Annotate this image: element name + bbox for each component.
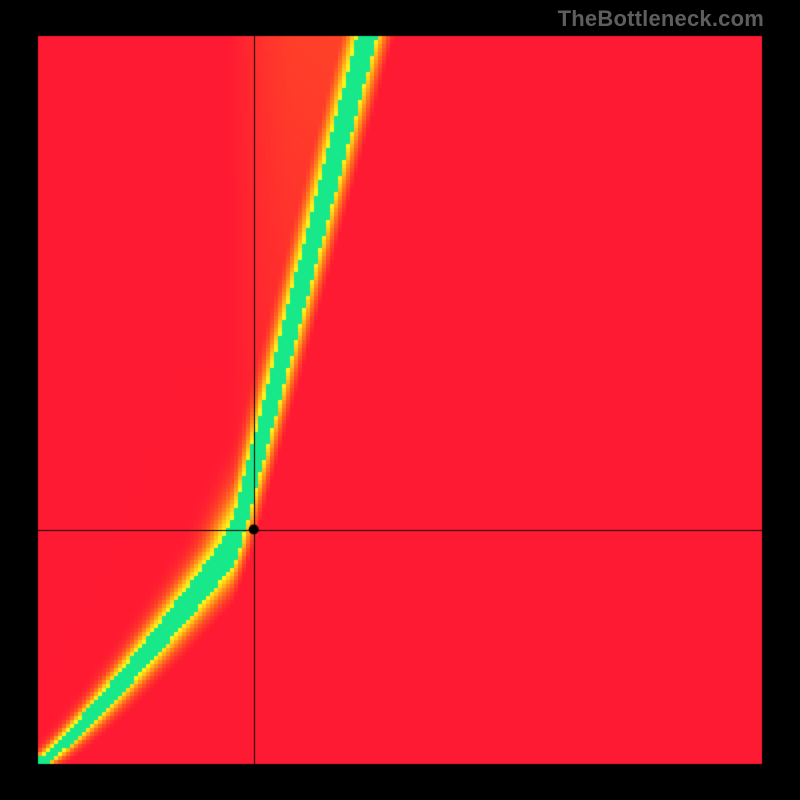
heatmap-canvas — [0, 0, 800, 800]
attribution-label: TheBottleneck.com — [558, 6, 764, 32]
chart-container: TheBottleneck.com — [0, 0, 800, 800]
